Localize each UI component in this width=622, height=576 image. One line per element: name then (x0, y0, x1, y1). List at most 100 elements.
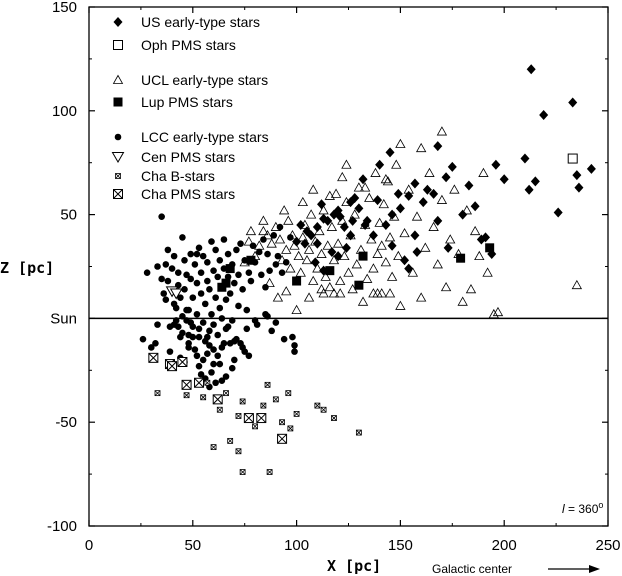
data-point (245, 352, 253, 360)
data-point (372, 288, 383, 298)
data-point (482, 267, 493, 277)
data-point (324, 190, 335, 200)
data-point (418, 197, 428, 208)
data-point (258, 225, 269, 236)
data-point (243, 236, 255, 246)
data-point (282, 259, 290, 266)
data-point (158, 213, 165, 220)
data-point (193, 250, 201, 258)
data-point (320, 271, 331, 281)
y-tick-label: Sun (50, 310, 77, 327)
data-point (193, 310, 201, 318)
legend-label: US early-type stars (141, 14, 260, 30)
data-point (223, 390, 229, 397)
data-point (197, 269, 205, 277)
data-point (292, 276, 302, 286)
data-point (376, 240, 387, 250)
data-point (174, 269, 182, 277)
x-tick-label: 100 (284, 537, 309, 554)
data-point (330, 188, 342, 198)
data-point (380, 173, 392, 184)
data-point (224, 250, 232, 258)
data-point (410, 178, 420, 189)
data-point (301, 254, 313, 265)
data-point (167, 361, 178, 372)
data-point (262, 230, 273, 240)
data-point (289, 240, 300, 250)
data-point (281, 244, 292, 254)
data-point (212, 294, 219, 301)
series-2 (239, 126, 583, 319)
data-point (247, 277, 255, 285)
data-point (372, 248, 383, 258)
data-point (210, 267, 217, 274)
data-point (293, 410, 300, 417)
y-tick-label: 100 (52, 103, 77, 120)
data-point (237, 240, 244, 247)
data-point (337, 215, 348, 225)
data-point (387, 240, 397, 251)
data-point (216, 256, 224, 264)
data-point (357, 296, 369, 306)
x-tick-label: 50 (184, 537, 201, 554)
data-point (323, 215, 333, 226)
data-point (228, 317, 236, 324)
data-point (249, 242, 257, 250)
data-point (370, 167, 381, 177)
data-point (303, 244, 315, 254)
y-axis-title: Z [pc] (0, 259, 54, 277)
data-points (139, 64, 596, 475)
data-point (348, 215, 358, 226)
data-point (258, 271, 265, 279)
data-point (278, 205, 290, 215)
data-point (183, 271, 190, 279)
data-point (272, 261, 280, 268)
data-point (322, 240, 333, 250)
data-point (445, 234, 456, 244)
data-point (143, 269, 151, 277)
data-point (147, 344, 155, 351)
data-point (218, 344, 226, 351)
data-point (287, 425, 294, 432)
data-point (530, 176, 540, 187)
y-tick-label: -100 (47, 518, 77, 535)
data-point (310, 236, 321, 246)
data-point (384, 288, 396, 298)
data-point (391, 159, 402, 169)
data-point (318, 205, 329, 215)
data-point (291, 304, 302, 314)
data-point (422, 184, 432, 195)
data-point (235, 271, 242, 279)
data-point (264, 250, 271, 258)
data-point (332, 238, 344, 248)
legend-marker (114, 133, 122, 141)
data-point (208, 310, 215, 318)
legend: US early-type stars Oph PMS stars UCL earl… (111, 14, 269, 202)
data-point (412, 246, 422, 257)
series-7 (148, 352, 288, 444)
data-point (447, 161, 457, 172)
data-point (174, 323, 182, 331)
data-point (181, 379, 192, 390)
data-point (314, 225, 325, 236)
data-point (204, 379, 211, 386)
data-point (368, 230, 378, 241)
legend-label: Cha B-stars (141, 168, 215, 184)
data-point (312, 222, 322, 233)
data-point (335, 275, 346, 285)
data-point (224, 273, 232, 281)
legend-label: Cen PMS stars (141, 149, 235, 165)
data-point (210, 346, 217, 353)
data-point (359, 219, 371, 229)
legend-entry: Cen PMS stars (111, 149, 235, 165)
data-point (193, 279, 201, 287)
data-point (139, 335, 147, 343)
data-point (189, 294, 197, 301)
data-point (166, 348, 174, 355)
legend-marker (113, 40, 123, 50)
data-point (216, 304, 224, 312)
data-point (299, 219, 311, 229)
x-tick-label: 0 (85, 537, 93, 554)
data-point (220, 236, 228, 243)
data-point (193, 352, 201, 360)
